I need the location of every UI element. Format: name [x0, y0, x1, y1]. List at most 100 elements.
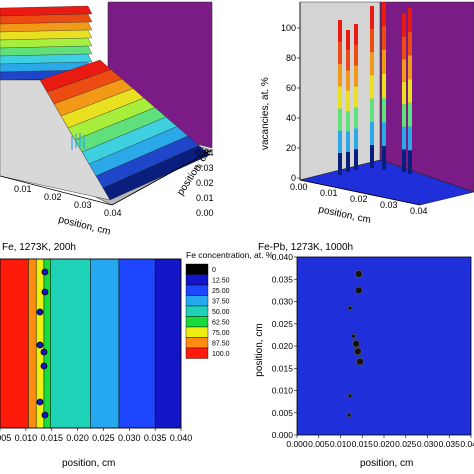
tr-spike-segment: [382, 2, 386, 26]
br-point: [351, 333, 356, 339]
tr-spike-segment: [370, 75, 374, 99]
bl-x-tick: 0.005: [0, 433, 11, 443]
bl-legend-level: 87.50: [212, 341, 230, 348]
br-point: [347, 305, 353, 311]
tr-z-axis-label: vacancies, at. %: [260, 77, 271, 150]
tr-spike-segment: [370, 121, 374, 145]
tr-spike-segment: [402, 81, 406, 105]
tr-x-tick: 0.04: [410, 206, 428, 216]
tr-spike-segment: [354, 65, 358, 87]
tr-z-tick: 80: [286, 53, 296, 63]
br-y-tick: 0.010: [272, 386, 294, 396]
br-x-axis-label: position, cm: [360, 458, 413, 469]
br-y-tick: 0.035: [272, 274, 294, 284]
tr-spike-segment: [354, 107, 358, 129]
tr-spike-segment: [408, 31, 412, 56]
tr-spike-segment: [382, 122, 386, 146]
bl-x-tick: 0.025: [92, 433, 115, 443]
tr-spike-segment: [382, 50, 386, 74]
bl-legend-swatch: [185, 295, 209, 307]
tr-spike-segment: [408, 150, 412, 174]
tl-x-tick: 0.04: [104, 208, 122, 218]
bl-inclusion: [36, 308, 44, 316]
tr-z-tick: 40: [286, 113, 296, 123]
br-x-ticks: 0.000 0.005 0.010 0.015 0.020 0.025 0.030 0.035…: [286, 435, 474, 449]
tr-spike-segment: [346, 151, 350, 172]
bl-inclusion: [41, 288, 49, 296]
bl-legend-level: 37.50: [212, 299, 230, 306]
tr-spike-segment: [338, 130, 342, 153]
tr-x-tick: 0.01: [320, 188, 338, 198]
tl-plateau-band: [0, 21, 93, 33]
tr-x-tick: 0.00: [290, 182, 308, 192]
br-point: [346, 412, 352, 418]
br-plot-area: [296, 256, 472, 436]
tr-spikes: [338, 2, 412, 175]
br-y-tick: 0.005: [272, 408, 294, 418]
tr-x-axis: [299, 179, 421, 206]
tl-front-face: [0, 79, 111, 201]
bl-inclusion: [40, 362, 48, 370]
bl-legend-swatch: [185, 274, 209, 286]
tr-spike-segment: [346, 50, 350, 71]
bl-band: [28, 258, 37, 429]
tl-y-tick: 0.01: [196, 193, 214, 203]
bl-x-tick: 0.030: [118, 433, 141, 443]
tl-axes: [0, 149, 213, 206]
tr-spike-segment: [402, 14, 406, 37]
bl-bands: [0, 258, 182, 429]
bl-inclusion: [41, 411, 49, 419]
br-x-tick: 0.030: [417, 439, 439, 449]
tr-spike-segment: [382, 146, 386, 170]
bl-legend-swatch: [185, 316, 209, 328]
bl-legend-level: 0: [212, 267, 216, 274]
br-title: Fe-Pb, 1273K, 1000h: [258, 242, 353, 253]
tl-surface: [0, 5, 211, 201]
br-y-tick: 0.015: [272, 363, 294, 373]
tr-spike-segment: [370, 144, 374, 168]
bl-legend: 0 12.50 25.00 37.50 50.00 62.50 75.00 87.50 100.…: [185, 263, 230, 359]
tr-spike-segment: [370, 98, 374, 122]
tl-plateau-band: [0, 5, 93, 17]
bl-x-tick: 0.035: [144, 433, 167, 443]
tr-z-ticks: 0 20 40 60 80 100: [281, 23, 300, 183]
tr-spike-segment: [408, 8, 412, 32]
br-y-axis-label: position, cm: [254, 323, 265, 376]
tl-x-tick: 0.03: [74, 200, 92, 210]
bl-x-tick: 0.010: [15, 433, 38, 443]
br-y-tick: 0.025: [272, 319, 294, 329]
br-points: [346, 270, 364, 418]
bl-title: Fe, 1273K, 200h: [2, 242, 76, 253]
tr-spike-segment: [338, 20, 342, 43]
br-x-tick: 0.010: [330, 439, 352, 449]
tl-plateau-band: [0, 53, 93, 65]
tr-spike-segment: [402, 149, 406, 172]
bl-x-tick: 0.020: [66, 433, 89, 443]
tr-spike-segment: [370, 29, 374, 53]
tr-z-tick: 60: [286, 83, 296, 93]
bl-legend-swatch: [185, 263, 209, 275]
bl-inclusions: [36, 268, 49, 419]
br-point: [352, 339, 361, 348]
bl-inclusion: [36, 341, 44, 349]
tr-spike-segment: [346, 131, 350, 152]
br-x-tick: 0.015: [352, 439, 374, 449]
tr-spike-segment: [338, 108, 342, 131]
bl-legend-swatch: [185, 284, 209, 296]
tr-spike-segment: [338, 152, 342, 175]
bl-band: [90, 258, 120, 429]
tl-plateau-band: [0, 13, 93, 25]
tr-spike-segment: [338, 42, 342, 65]
bl-legend-level: 25.00: [212, 288, 230, 295]
tl-y-tick: 0.03: [196, 163, 214, 173]
panel-bottom-left: Fe, 1273K, 200h 0.005 0.0100.0150.0200.02…: [0, 242, 274, 469]
br-point: [353, 347, 362, 356]
br-x-tick: 0.035: [439, 439, 461, 449]
bl-legend-swatch: [185, 337, 209, 349]
bl-x-axis-label: position, cm: [62, 458, 115, 469]
tr-z-tick: 0: [291, 173, 296, 183]
panel-top-right: 0 20 40 60 80 100 0.00 0.01 0.02 0.03 0.04 vacanc…: [260, 1, 474, 226]
tr-spike-segment: [382, 26, 386, 50]
tr-spike-segment: [346, 70, 350, 91]
tr-x-tick: 0.02: [350, 194, 368, 204]
